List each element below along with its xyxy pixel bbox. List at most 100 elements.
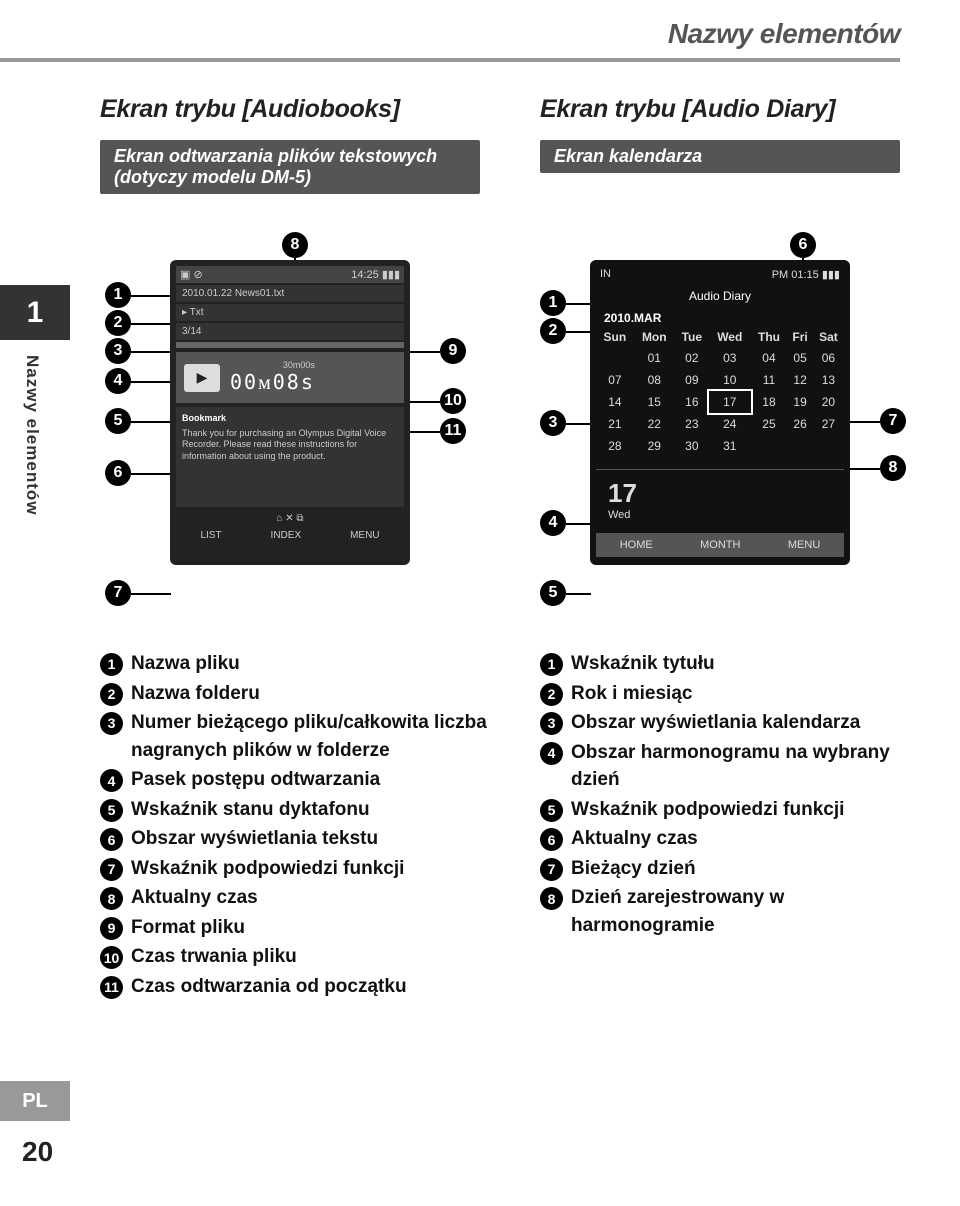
day-head: Tue: [675, 327, 709, 347]
legend-text: Aktualny czas: [131, 884, 500, 912]
counter-row: 3/14: [176, 323, 404, 340]
callout-line: [131, 323, 171, 325]
text-body: Thank you for purchasing an Olympus Digi…: [182, 428, 398, 463]
left-subtitle: Ekran odtwarzania plików tekstowych (dot…: [100, 140, 480, 194]
callout-right-4: 4: [540, 510, 566, 536]
callout-left-8: 8: [282, 232, 308, 258]
status-left: ▣ ⊘: [180, 268, 203, 281]
bigday-label: Wed: [608, 509, 832, 521]
bottom-menu: MENU: [350, 530, 379, 541]
cal-cell: 18: [751, 391, 788, 413]
legend-num: 4: [100, 769, 123, 792]
legend-num: 1: [100, 653, 123, 676]
cal-cell: 29: [634, 435, 675, 457]
cal-cell: 19: [787, 391, 813, 413]
bottom-bar: HOME MONTH MENU: [596, 533, 844, 557]
status-in: IN: [600, 268, 611, 281]
cal-cell: [751, 435, 788, 457]
legend-text: Wskaźnik tytułu: [571, 650, 920, 678]
cal-cell: 24: [709, 413, 751, 435]
legend-text: Numer bieżącego pliku/całkowita liczba n…: [131, 709, 500, 764]
legend-text: Wskaźnik stanu dyktafonu: [131, 796, 500, 824]
callout-right-2: 2: [540, 318, 566, 344]
cal-cell: [813, 435, 844, 457]
cal-cell: 01: [634, 347, 675, 369]
legend-num: 6: [100, 828, 123, 851]
legend-num: 6: [540, 828, 563, 851]
legend-num: 8: [100, 887, 123, 910]
day-head: Sun: [596, 327, 634, 347]
callout-left-11: 11: [440, 418, 466, 444]
callout-line: [566, 423, 591, 425]
legend-num: 7: [100, 858, 123, 881]
status-bar: ▣ ⊘ 14:25 ▮▮▮: [176, 266, 404, 283]
bigday-num: 17: [608, 478, 637, 508]
cal-cell: 14: [596, 391, 634, 413]
callout-left-3: 3: [105, 338, 131, 364]
chapter-tab: 1: [0, 285, 70, 340]
bottom-menu: MENU: [788, 539, 820, 551]
cal-cell: 12: [787, 369, 813, 391]
legend-num: 5: [540, 799, 563, 822]
cal-cell: 05: [787, 347, 813, 369]
cal-cell: 21: [596, 413, 634, 435]
cal-cell: 28: [596, 435, 634, 457]
month-label: 2010.MAR: [596, 309, 844, 327]
bottom-month: MONTH: [700, 539, 740, 551]
callout-left-4: 4: [105, 368, 131, 394]
day-head: Wed: [709, 327, 751, 347]
legend-text: Wskaźnik podpowiedzi funkcji: [571, 796, 920, 824]
callout-right-5: 5: [540, 580, 566, 606]
legend-text: Format pliku: [131, 914, 500, 942]
cal-cell: 04: [751, 347, 788, 369]
callout-right-6: 6: [790, 232, 816, 258]
callout-line: [410, 351, 440, 353]
cal-cell: 31: [709, 435, 751, 457]
day-headers: Sun Mon Tue Wed Thu Fri Sat: [596, 327, 844, 347]
callout-line: [131, 295, 171, 297]
bottom-index: INDEX: [271, 530, 302, 541]
page-header: Nazwy elementów: [668, 18, 900, 50]
callout-left-5: 5: [105, 408, 131, 434]
legend-text: Wskaźnik podpowiedzi funkcji: [131, 855, 500, 883]
callout-line: [131, 351, 171, 353]
screen-title: Audio Diary: [596, 283, 844, 309]
cal-cell: 25: [751, 413, 788, 435]
callout-line: [850, 421, 880, 423]
duration-label: 30m00s: [230, 360, 315, 370]
bottom-home: HOME: [620, 539, 653, 551]
callout-right-7: 7: [880, 408, 906, 434]
callout-right-1: 1: [540, 290, 566, 316]
cal-cell: 11: [751, 369, 788, 391]
legend-num: 9: [100, 917, 123, 940]
callout-line: [410, 431, 440, 433]
callout-line: [131, 593, 171, 595]
footer-lang: PL: [0, 1081, 70, 1121]
cal-cell: 08: [634, 369, 675, 391]
callout-line: [566, 593, 591, 595]
legend-num: 3: [100, 712, 123, 735]
cal-cell: 13: [813, 369, 844, 391]
filename-row: 2010.01.22 News01.txt: [176, 285, 404, 302]
legend-text: Aktualny czas: [571, 825, 920, 853]
play-area: ▶ 30m00s 00ᴍ08s: [176, 352, 404, 403]
text-heading: Bookmark: [182, 413, 398, 425]
cal-cell: 27: [813, 413, 844, 435]
day-head: Mon: [634, 327, 675, 347]
bottom-bar: LIST INDEX MENU: [176, 530, 404, 541]
callout-right-3: 3: [540, 410, 566, 436]
callout-line: [410, 401, 440, 403]
legend-num: 4: [540, 742, 563, 765]
status-time: PM 01:15 ▮▮▮: [772, 268, 840, 281]
day-head: Sat: [813, 327, 844, 347]
callout-left-10: 10: [440, 388, 466, 414]
cal-cell: [787, 435, 813, 457]
cal-cell: 10: [709, 369, 751, 391]
callout-left-1: 1: [105, 282, 131, 308]
legend-text: Obszar harmonogramu na wybrany dzień: [571, 739, 920, 794]
legend-num: 8: [540, 887, 563, 910]
callout-left-7: 7: [105, 580, 131, 606]
right-subtitle: Ekran kalendarza: [540, 140, 900, 173]
legend-text: Pasek postępu odtwarzania: [131, 766, 500, 794]
callout-line: [131, 421, 171, 423]
